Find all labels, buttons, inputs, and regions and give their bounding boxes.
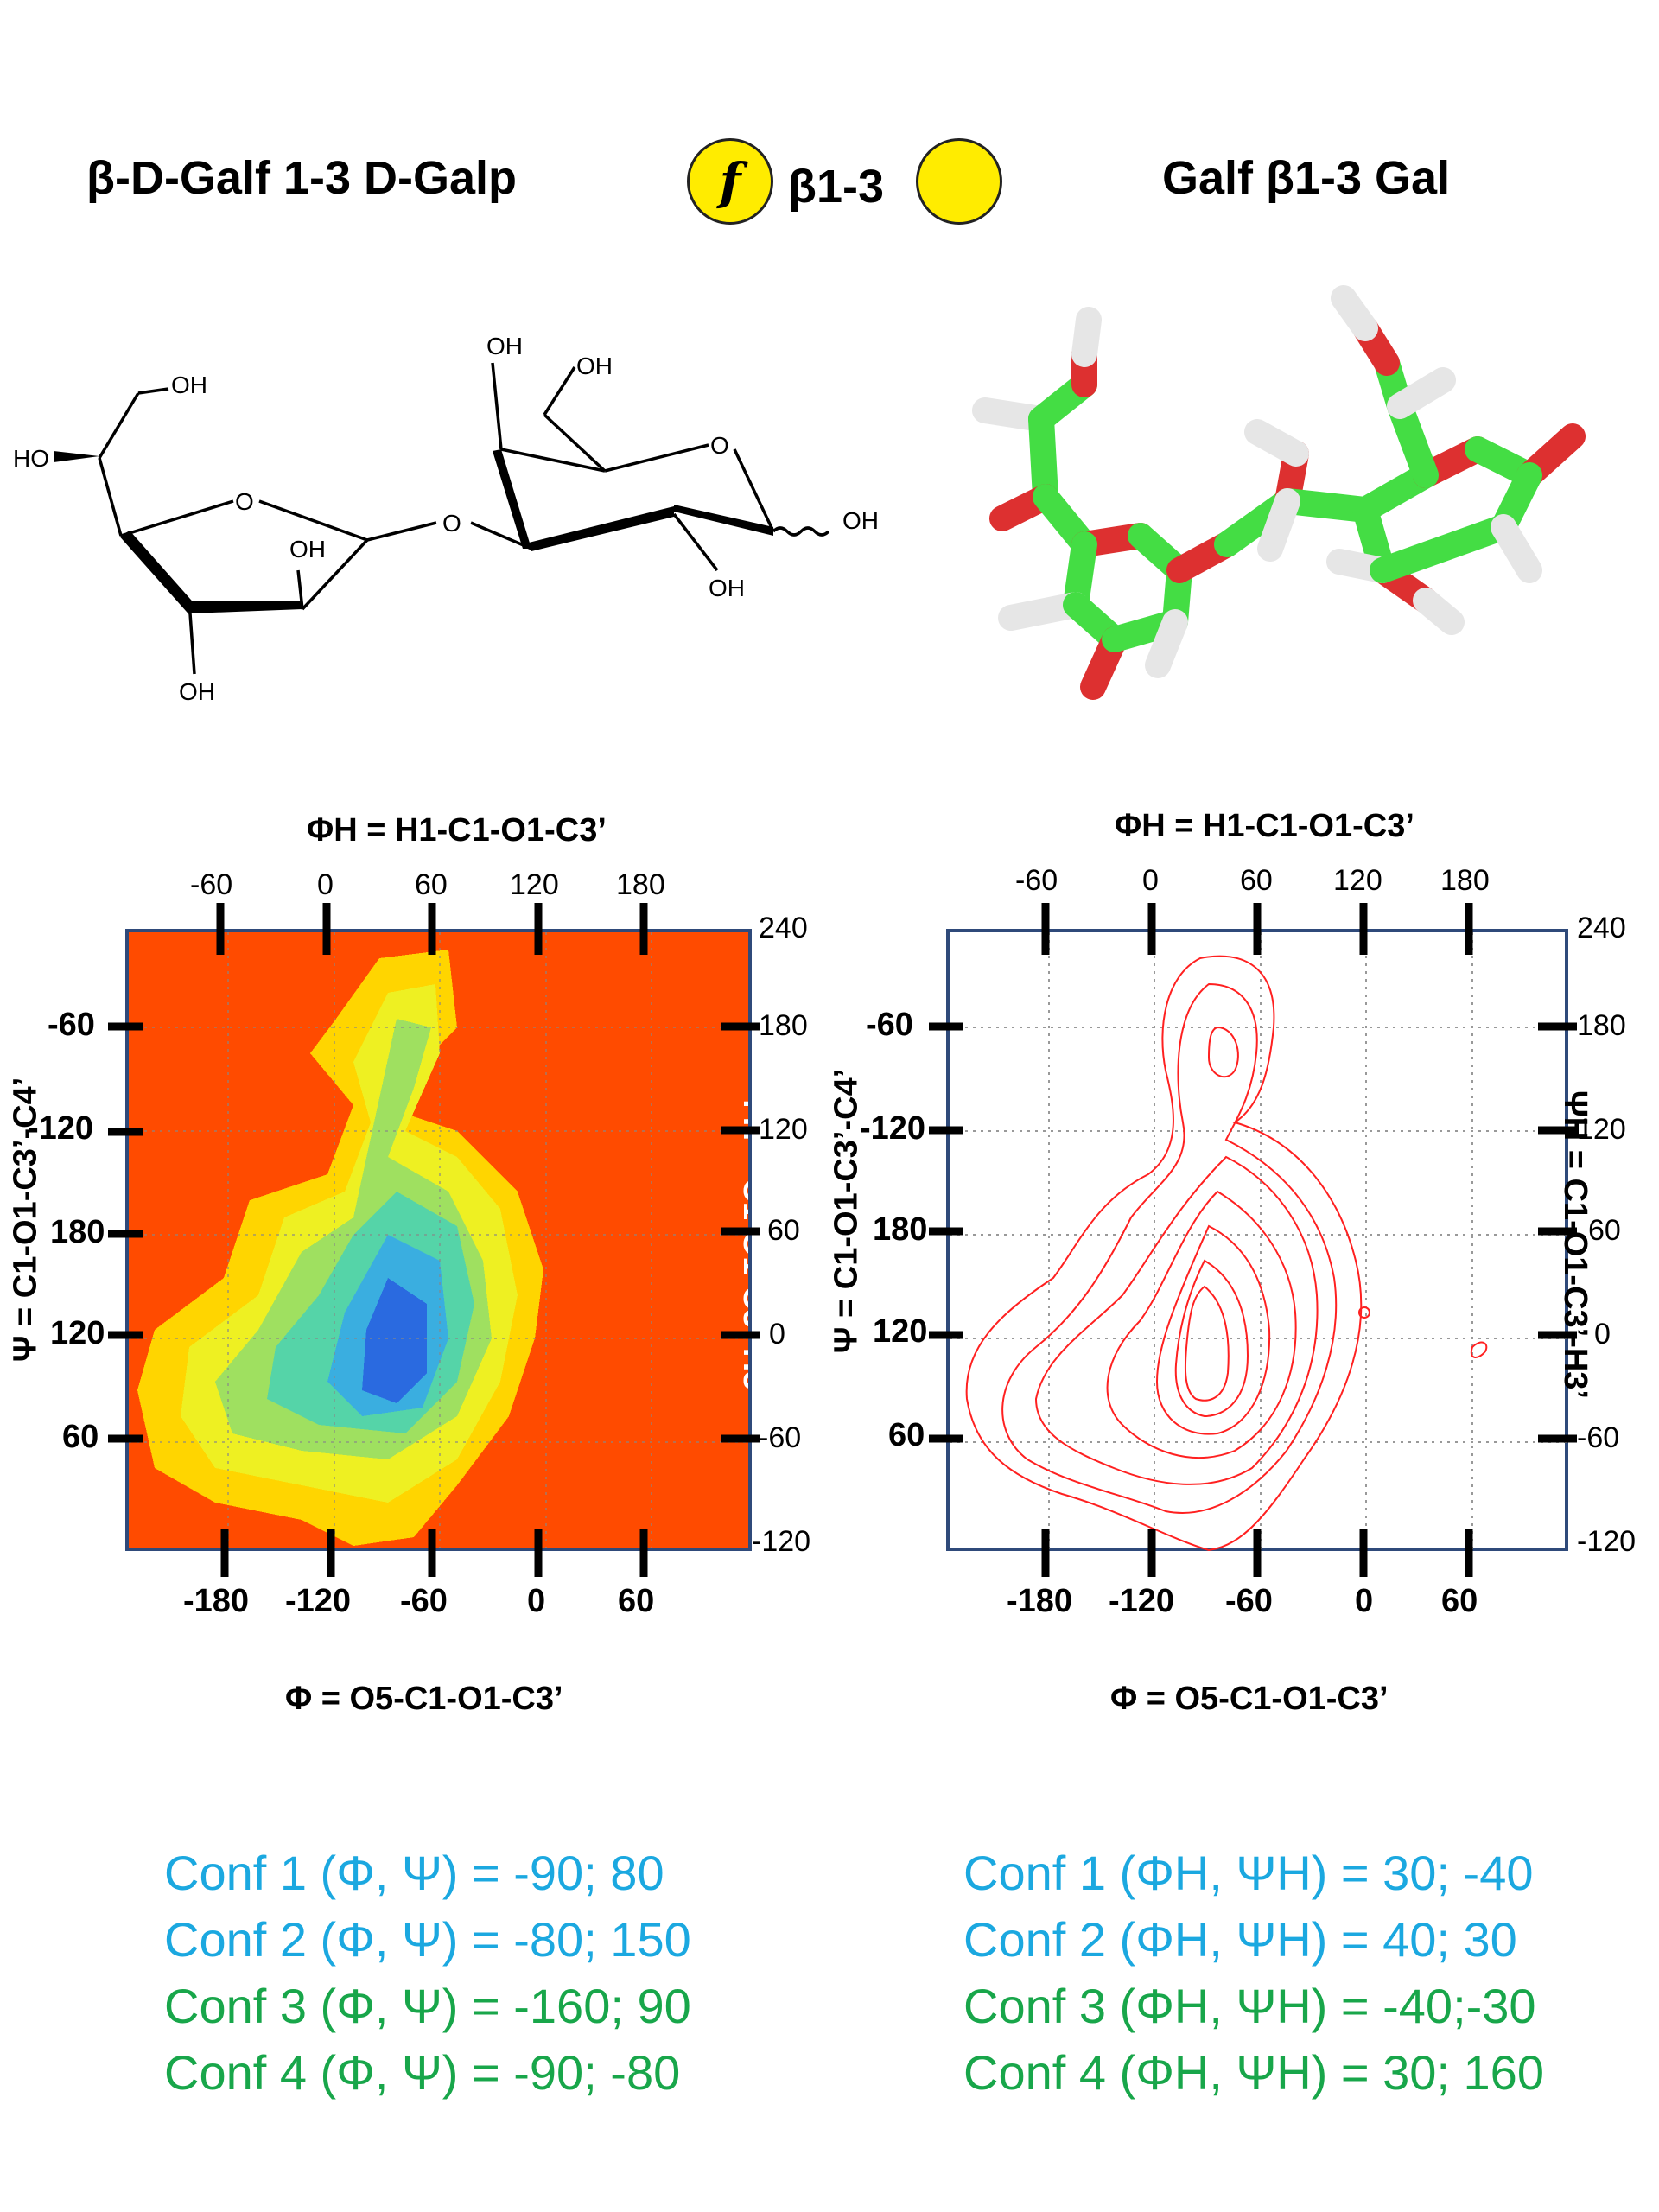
- top-tick-label: -60: [1015, 864, 1058, 897]
- left-tick-label: 120: [873, 1313, 928, 1350]
- bottom-tick-label: -60: [400, 1583, 448, 1619]
- right-tick-label: -120: [752, 1525, 811, 1558]
- left-tick-label: -60: [866, 1007, 913, 1043]
- structure-label: OH: [289, 536, 326, 563]
- top-tick-label: 0: [317, 868, 334, 901]
- galactofuranose-symbol: f: [687, 138, 773, 225]
- structure-label: O: [235, 488, 254, 515]
- galactopyranose-symbol: [916, 138, 1002, 225]
- top-tick-label: 60: [1240, 864, 1273, 897]
- structure-label: OH: [576, 353, 613, 379]
- bottom-tick-label: 60: [618, 1583, 655, 1619]
- bottom-tick-label: 0: [527, 1583, 546, 1619]
- conf-left-1: Conf 1 (Φ, Ψ) = -90; 80: [164, 1846, 664, 1900]
- molecule-3d-model: [972, 285, 1586, 700]
- conf-right-3: Conf 3 (ΦH, ΨH) = -40;-30: [963, 1979, 1536, 2033]
- bottom-tick-label: -120: [1109, 1583, 1175, 1619]
- structure-label: OH: [171, 372, 207, 398]
- right-tick-label: 0: [1594, 1318, 1611, 1351]
- right-tick-label: 240: [1577, 912, 1626, 944]
- left-tick-label: -120: [860, 1110, 926, 1147]
- right-tick-label: 120: [759, 1113, 808, 1146]
- bottom-tick-label: -60: [1225, 1583, 1273, 1619]
- conf-right-2: Conf 2 (ΦH, ΨH) = 40; 30: [963, 1912, 1517, 1967]
- top-tick-label: 120: [510, 868, 559, 901]
- right-tick-label: -60: [759, 1421, 802, 1454]
- linkage-label: β1-3: [788, 161, 885, 213]
- right-tick-label: 180: [1577, 1009, 1626, 1042]
- left-axis-title-right-panel: Ψ = C1-O1-C3’-C4’: [828, 1068, 865, 1354]
- structure-label: OH: [709, 575, 745, 601]
- right-tick-label: -120: [1577, 1525, 1637, 1558]
- conf-right-4: Conf 4 (ΦH, ΨH) = 30; 160: [963, 2045, 1544, 2100]
- conf-left-3: Conf 3 (Φ, Ψ) = -160; 90: [164, 1979, 691, 2033]
- bottom-tick-label: -180: [183, 1583, 250, 1619]
- left-tick-label: -60: [48, 1007, 95, 1043]
- structure-label: O: [710, 432, 729, 459]
- right-tick-label: -60: [1577, 1421, 1620, 1454]
- left-tick-label: 60: [62, 1419, 99, 1455]
- bottom-axis-title-right: Φ = O5-C1-O1-C3’: [1110, 1681, 1389, 1717]
- right-tick-label: 120: [1577, 1113, 1626, 1146]
- right-tick-label: 60: [767, 1214, 800, 1247]
- structure-label: OH: [179, 678, 215, 705]
- heatmap-plot: ΨH = C1-O1-C3’-H3’: [125, 929, 752, 1551]
- left-tick-label: 180: [50, 1214, 105, 1250]
- right-tick-label: 180: [759, 1009, 808, 1042]
- top-tick-label: -60: [190, 868, 233, 901]
- structure-label: O: [442, 510, 461, 537]
- contour-plot: ΨH = C1-O1-C3’-H3’: [946, 929, 1593, 1554]
- conf-left-2: Conf 2 (Φ, Ψ) = -80; 150: [164, 1912, 691, 1967]
- conf-right-1: Conf 1 (ΦH, ΨH) = 30; -40: [963, 1846, 1534, 1900]
- chemical-structure: HO OH O OH OH O OH OH O OH OH: [13, 333, 879, 705]
- conf-left-4: Conf 4 (Φ, Ψ) = -90; -80: [164, 2045, 681, 2100]
- top-tick-label: 60: [415, 868, 448, 901]
- left-title: β-D-Galf 1-3 D-Galp: [86, 152, 517, 204]
- left-tick-label: 120: [50, 1315, 105, 1351]
- top-axis-title-left: ΦH = H1-C1-O1-C3’: [307, 812, 607, 849]
- symbol-letter: f: [719, 152, 741, 211]
- left-tick-label: 60: [888, 1417, 925, 1453]
- bottom-tick-label: -180: [1007, 1583, 1073, 1619]
- bottom-axis-title-left: Φ = O5-C1-O1-C3’: [285, 1681, 563, 1717]
- bottom-tick-label: 60: [1441, 1583, 1478, 1619]
- structure-label: HO: [13, 445, 49, 472]
- top-axis-title-right: ΦH = H1-C1-O1-C3’: [1115, 808, 1414, 844]
- left-tick-label: -120: [28, 1110, 94, 1147]
- bottom-tick-label: 0: [1355, 1583, 1374, 1619]
- contour-lines: [950, 932, 1572, 1554]
- right-tick-label: 60: [1588, 1214, 1621, 1247]
- top-tick-label: 180: [616, 868, 665, 901]
- top-tick-label: 0: [1142, 864, 1159, 897]
- right-title: Galf β1-3 Gal: [1162, 152, 1451, 204]
- top-tick-label: 180: [1440, 864, 1490, 897]
- left-axis-title-left-panel: Ψ = C1-O1-C3’-C4’: [7, 1077, 44, 1363]
- heatmap-density: [129, 932, 748, 1548]
- right-tick-label: 0: [769, 1318, 785, 1351]
- structure-label: OH: [842, 507, 879, 534]
- structure-label: OH: [486, 333, 523, 359]
- right-tick-label: 240: [759, 912, 808, 944]
- left-tick-label: 180: [873, 1211, 928, 1248]
- top-tick-label: 120: [1333, 864, 1382, 897]
- bottom-tick-label: -120: [285, 1583, 352, 1619]
